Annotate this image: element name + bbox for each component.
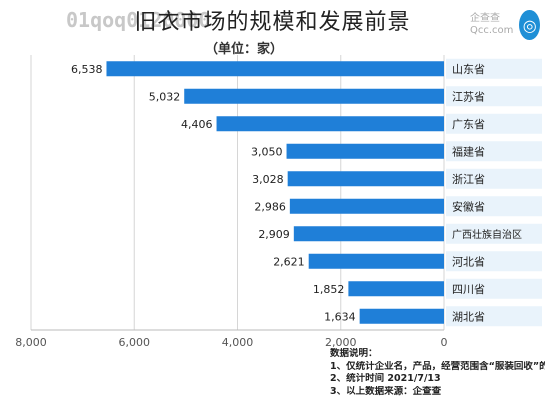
x-tick-label: 0 [441,336,448,349]
bar-value-label: 2,909 [258,228,290,241]
bar-value-label: 4,406 [181,118,213,131]
notes-line-2: 2、统计时间 2021/7/13 [330,373,441,384]
bar-value-label: 3,050 [251,145,283,158]
category-cell [446,306,542,327]
bar-value-label: 6,538 [71,63,103,76]
logo-badge-icon: ◎ [519,10,540,40]
bar [216,116,444,132]
category-cell [446,223,542,244]
unit-label: （单位：家） [205,42,284,57]
category-cell [446,251,542,272]
bar [289,198,444,214]
x-tick-label: 8,000 [15,336,47,349]
category-label: 浙江省 [452,173,485,186]
bar [184,88,444,104]
page-title: 旧衣市场的规模和发展前景 [134,10,411,35]
category-label: 广西壮族自治区 [452,228,522,241]
ghost-title: 01qoq0120000 [66,8,211,32]
bar [348,281,444,297]
category-label: 湖北省 [452,310,485,323]
bar-value-label: 1,852 [313,283,345,296]
category-label: 福建省 [452,144,485,158]
bar [286,143,444,159]
bar-value-label: 2,986 [254,200,286,213]
notes-line-3: 3、以上数据来源：企查查 [330,385,442,397]
category-cell [446,86,542,107]
category-label: 安徽省 [452,199,485,213]
bar-value-label: 2,621 [273,255,305,268]
category-cell [446,141,542,162]
notes-line-1: 1、仅统计企业名，产品，经营范围含“服装回收”的在业，存续企业 [330,360,545,372]
bar-value-label: 5,032 [149,90,181,103]
x-tick-label: 6,000 [119,336,151,349]
bar [359,308,444,324]
category-label: 山东省 [452,63,485,76]
bar [106,61,444,77]
bar [308,253,444,269]
logo-domain: Qcc.com [470,25,514,36]
category-cell [446,113,542,134]
qcc-logo: 企查查 Qcc.com ◎ [470,6,540,44]
category-label: 广东省 [452,118,485,131]
notes-heading: 数据说明： [330,348,378,359]
x-tick-label: 2,000 [325,336,357,349]
bar [293,226,444,242]
bar-value-label: 1,634 [324,310,356,323]
category-cell [446,168,542,189]
data-notes: 数据说明： 1、仅统计企业名，产品，经营范围含“服装回收”的在业，存续企业 2、… [330,348,545,398]
category-cell [446,58,542,79]
x-tick-label: 4,000 [222,336,254,349]
category-cell [446,196,542,217]
category-label: 江苏省 [452,90,485,103]
bar [287,171,444,187]
logo-name: 企查查 [470,13,500,24]
category-cell [446,278,542,299]
category-label: 四川省 [452,283,485,296]
bar-value-label: 3,028 [252,173,284,186]
category-label: 河北省 [452,255,485,268]
